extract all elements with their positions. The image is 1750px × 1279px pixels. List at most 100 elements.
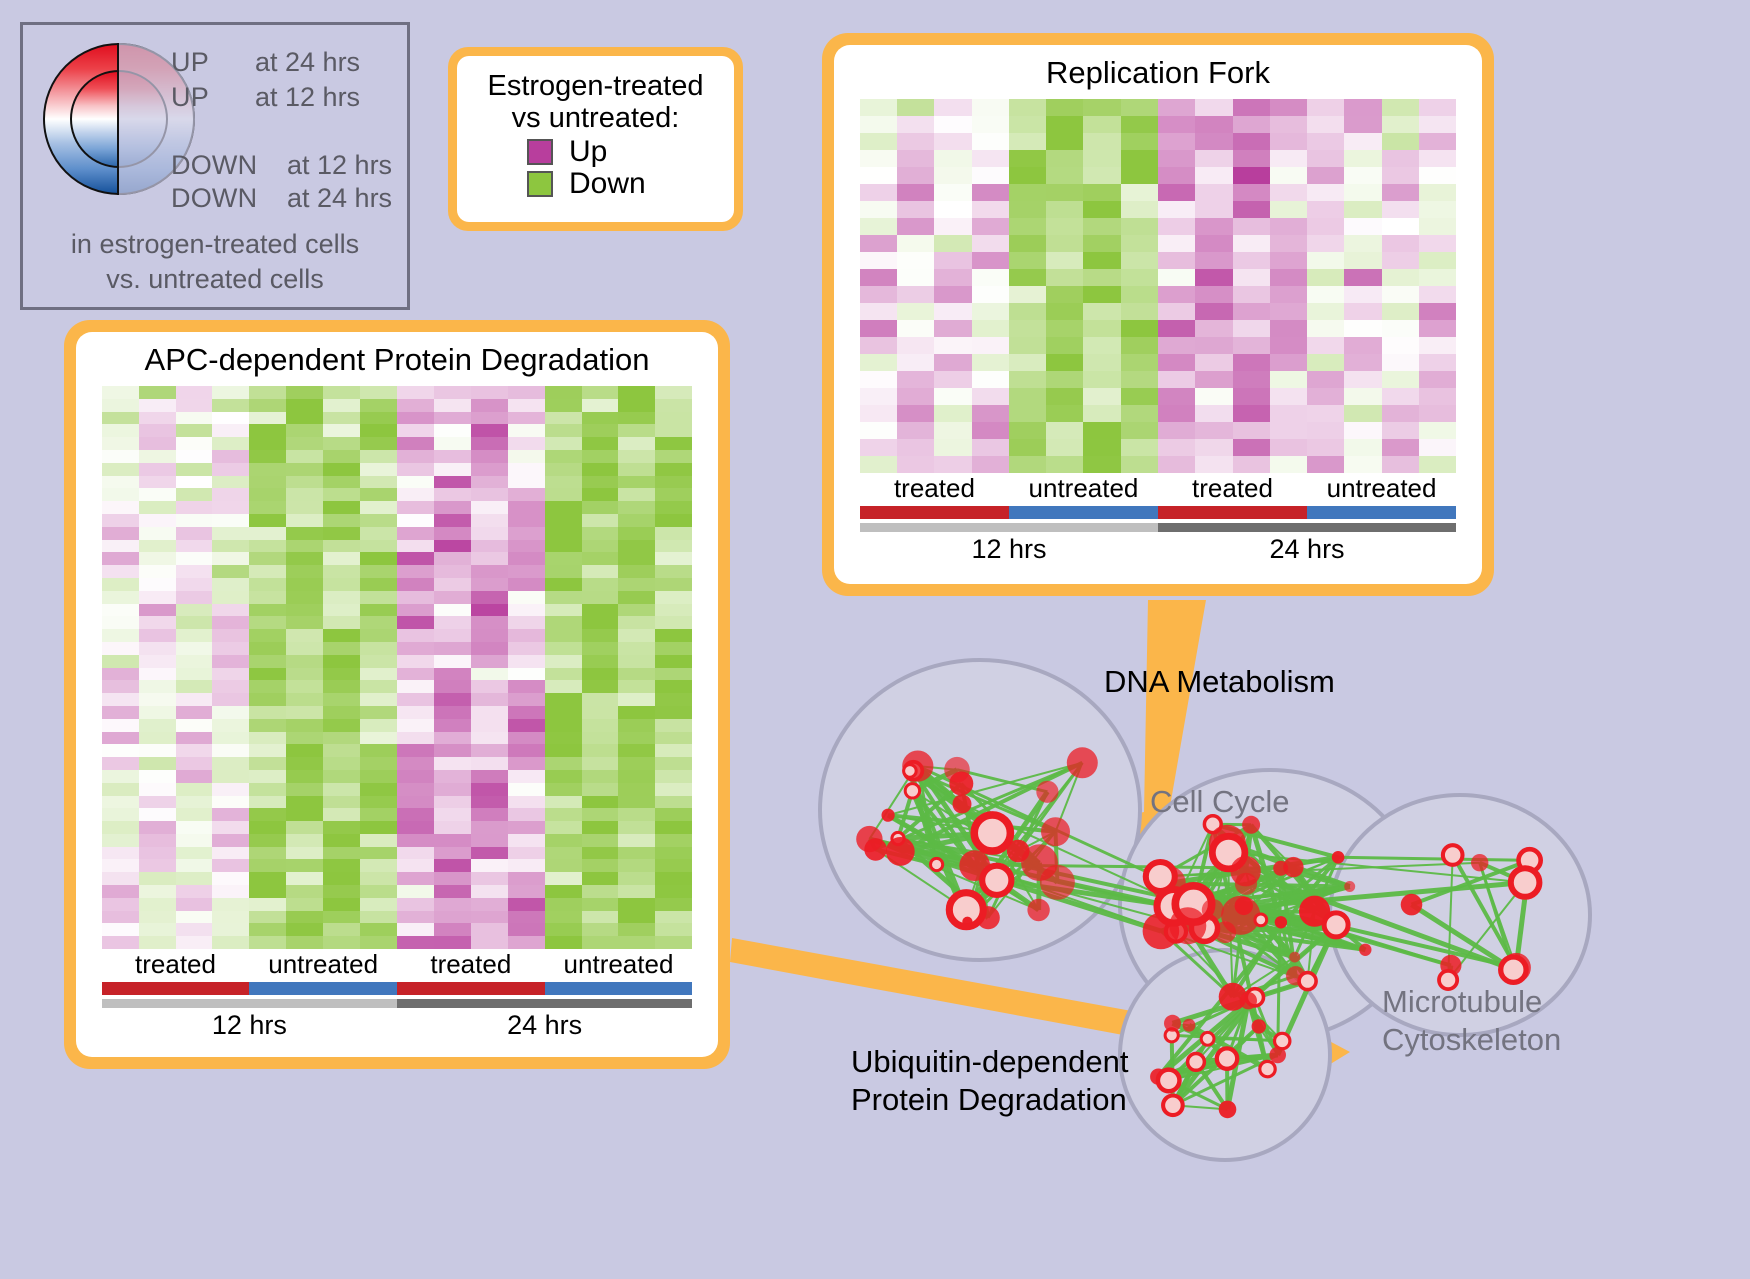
network-node[interactable] — [1242, 815, 1261, 834]
heatmap-cell — [1195, 388, 1233, 405]
heatmap-cell — [544, 501, 582, 514]
network-node[interactable] — [1297, 970, 1318, 992]
network-node[interactable] — [885, 837, 915, 866]
heatmap-cell — [544, 398, 582, 412]
heatmap-cell — [433, 501, 471, 514]
network-node[interactable] — [952, 794, 972, 814]
heatmap-cell — [212, 577, 250, 591]
heatmap-cell — [1381, 388, 1419, 405]
network-node[interactable] — [1169, 907, 1207, 945]
heatmap-cell — [212, 424, 250, 438]
heatmap-cell — [101, 398, 139, 412]
network-node[interactable] — [979, 862, 1015, 898]
network-node[interactable] — [1006, 839, 1030, 863]
network-node[interactable] — [903, 782, 922, 800]
network-node[interactable] — [1164, 1014, 1181, 1032]
heatmap-cell — [1195, 218, 1233, 235]
network-node[interactable] — [1440, 843, 1465, 867]
heatmap-cell — [934, 354, 972, 371]
network-node[interactable] — [1258, 1059, 1277, 1079]
heatmap-cell — [507, 872, 545, 886]
network-node[interactable] — [1498, 954, 1529, 986]
network-node[interactable] — [970, 811, 1015, 855]
heatmap-cell — [249, 680, 287, 694]
heatmap-cell — [1158, 286, 1196, 303]
network-node[interactable] — [1201, 898, 1224, 921]
heatmap-cell — [1008, 422, 1047, 439]
heatmap-cell — [1195, 150, 1233, 167]
network-node[interactable] — [1199, 1030, 1216, 1047]
network-node[interactable] — [902, 763, 918, 779]
network-node[interactable] — [1283, 856, 1304, 878]
network-edge — [1478, 862, 1515, 971]
heatmap-cell — [1232, 269, 1270, 286]
network-node[interactable] — [1214, 1046, 1240, 1071]
network-node[interactable] — [1251, 1019, 1266, 1034]
network-node[interactable] — [1218, 982, 1247, 1011]
network-node[interactable] — [856, 825, 883, 853]
axis-condition-label-1: untreated — [1028, 473, 1139, 503]
heatmap-cell — [507, 923, 545, 937]
network-node[interactable] — [1214, 921, 1237, 944]
heatmap-cell — [1307, 167, 1345, 184]
network-node[interactable] — [1289, 951, 1301, 963]
network-node[interactable] — [945, 889, 987, 931]
heatmap-cell — [1307, 303, 1345, 320]
network-node[interactable] — [1218, 1100, 1237, 1119]
heatmap-cell — [618, 680, 656, 694]
heatmap-cell — [655, 885, 693, 898]
network-node[interactable] — [1155, 1067, 1182, 1094]
network-node[interactable] — [1039, 864, 1075, 900]
heatmap-cell — [1120, 303, 1158, 320]
heatmap-cell — [1083, 422, 1121, 439]
network-node[interactable] — [1400, 893, 1423, 916]
heatmap-cell — [897, 99, 935, 116]
heatmap-cell — [286, 552, 324, 566]
network-node[interactable] — [1299, 895, 1331, 927]
network-node[interactable] — [1185, 1051, 1207, 1073]
network-node[interactable] — [1269, 1046, 1286, 1064]
heatmap-cell — [1158, 235, 1196, 252]
network-node[interactable] — [929, 856, 945, 873]
network-node[interactable] — [1230, 856, 1261, 887]
network-node[interactable] — [1272, 1031, 1292, 1051]
network-node[interactable] — [1253, 912, 1269, 928]
network-node[interactable] — [1359, 943, 1372, 956]
heatmap-cell — [507, 846, 545, 860]
network-node[interactable] — [1344, 881, 1356, 892]
heatmap-cell — [323, 603, 361, 617]
heatmap-cell — [470, 808, 508, 822]
heatmap-cell — [618, 846, 656, 860]
heatmap-cell — [101, 846, 139, 860]
network-node[interactable] — [1066, 747, 1098, 779]
heatmap-cell — [859, 303, 898, 320]
heatmap-cell — [934, 286, 972, 303]
network-node[interactable] — [962, 916, 973, 927]
heatmap-cell — [934, 405, 972, 422]
network-node[interactable] — [1239, 992, 1257, 1010]
network-node[interactable] — [881, 808, 895, 822]
network-node[interactable] — [1321, 910, 1351, 940]
heatmap-cell — [175, 501, 213, 514]
heatmap-cell — [618, 629, 656, 642]
network-node[interactable] — [1027, 898, 1050, 922]
network-node[interactable] — [1331, 851, 1345, 864]
heatmap-cell — [618, 654, 656, 668]
heatmap-cell — [581, 552, 619, 566]
network-node[interactable] — [1471, 854, 1489, 872]
network-node[interactable] — [1437, 968, 1460, 991]
network-node[interactable] — [1274, 916, 1288, 929]
axis-time-label-1: 24 hrs — [1269, 534, 1345, 564]
cluster-label-microtubule-line1: Microtubule — [1382, 984, 1543, 1019]
network-node[interactable] — [1036, 780, 1059, 803]
network-node[interactable] — [1142, 858, 1178, 895]
network-node[interactable] — [1161, 1093, 1185, 1118]
network-node[interactable] — [1507, 865, 1543, 900]
network-node[interactable] — [944, 756, 970, 783]
heatmap-cell — [544, 577, 582, 591]
network-node[interactable] — [1041, 817, 1070, 847]
network-node[interactable] — [1182, 1018, 1196, 1032]
heatmap-cell — [138, 424, 176, 438]
heatmap-cell — [470, 744, 508, 758]
heatmap-cell — [397, 872, 434, 886]
